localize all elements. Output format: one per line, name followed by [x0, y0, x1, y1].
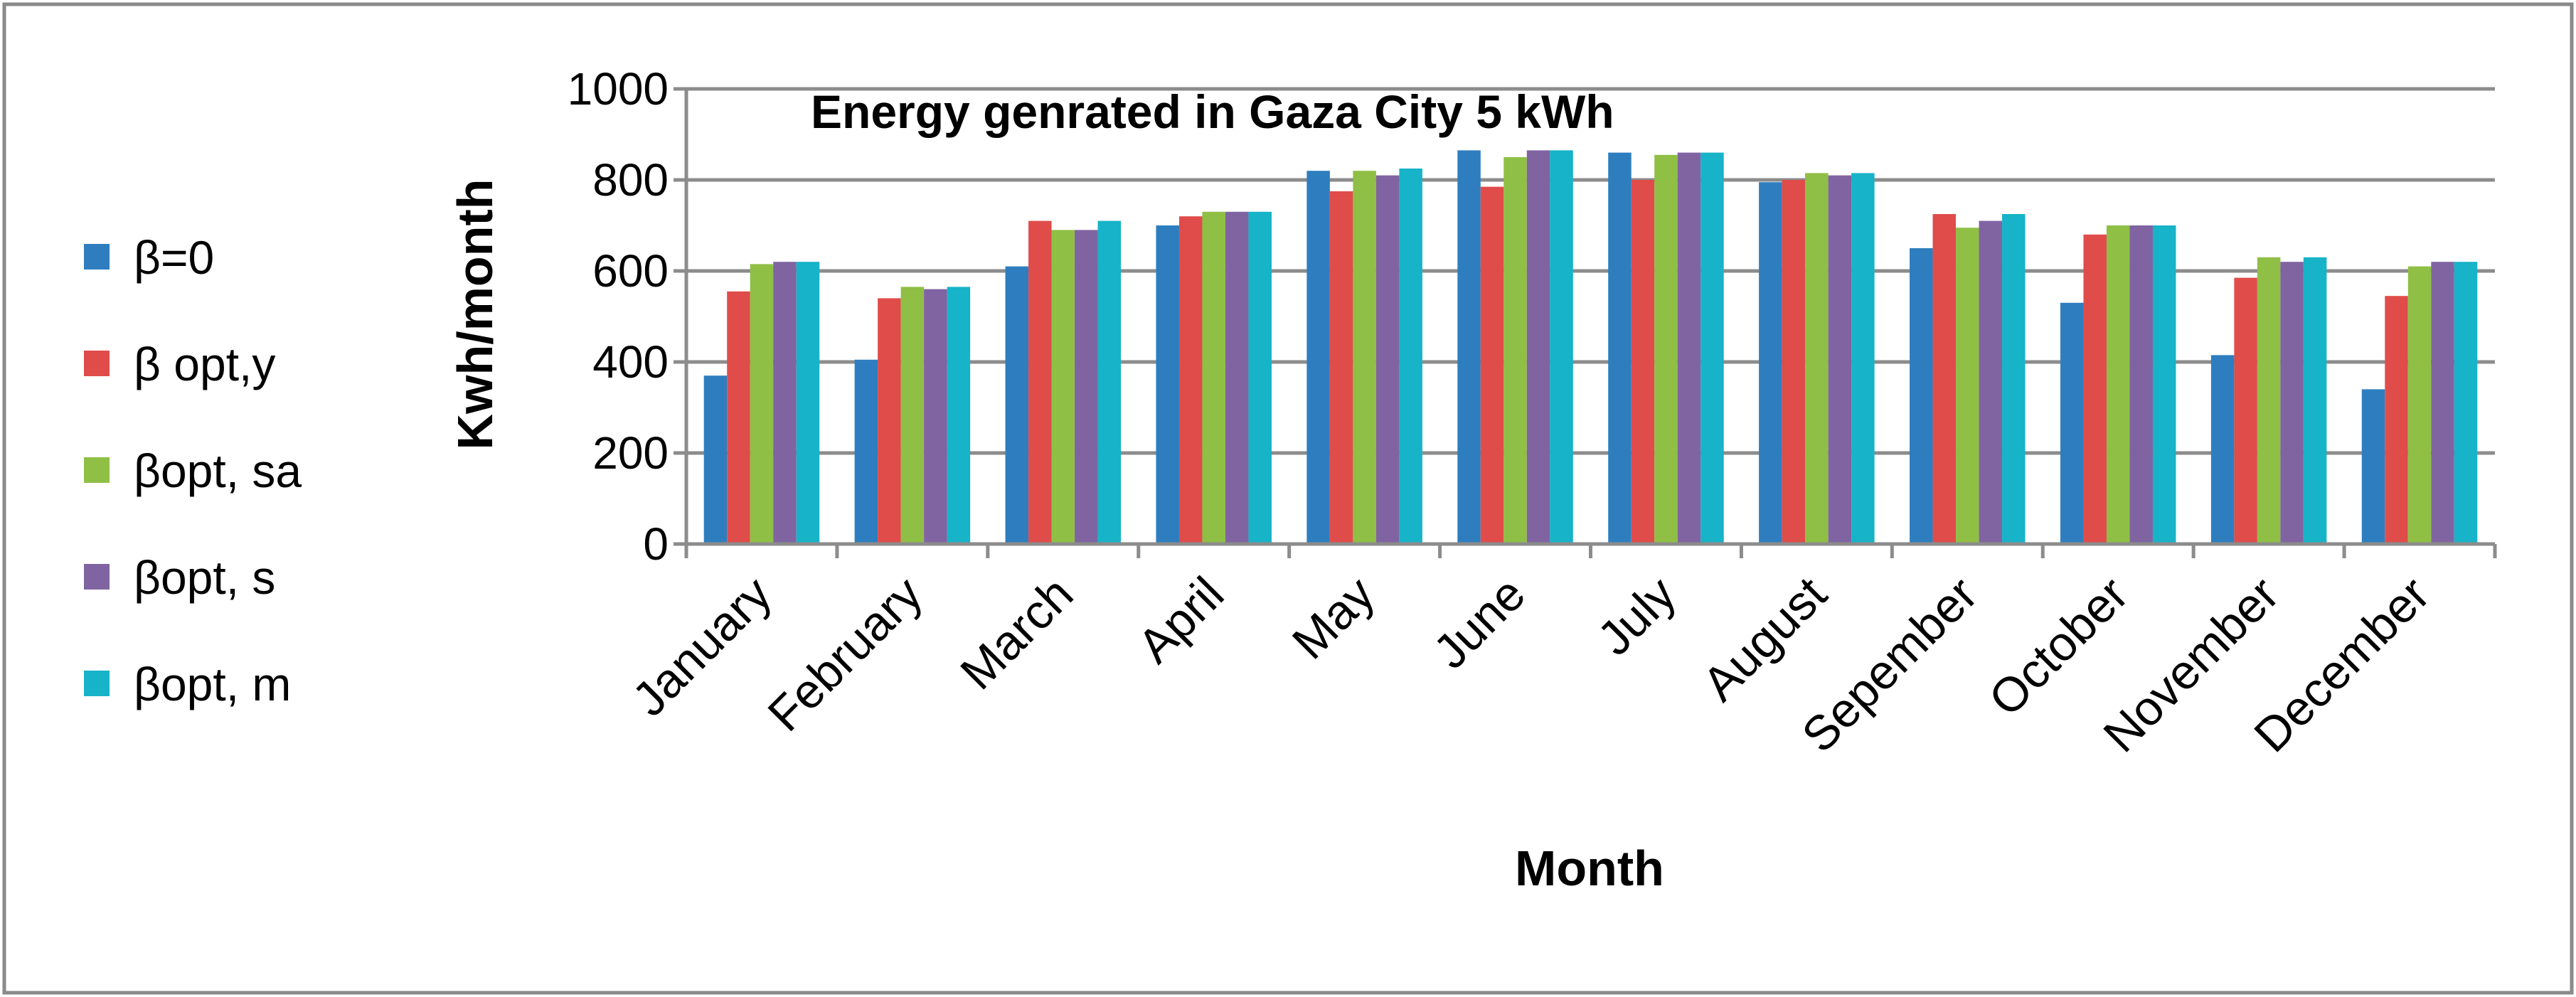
bar — [2234, 277, 2257, 544]
bar — [1028, 220, 1052, 544]
y-tick-label: 800 — [592, 154, 669, 206]
gridlines — [686, 87, 2495, 455]
bar — [750, 264, 774, 544]
bar — [1631, 180, 1655, 544]
bar — [2407, 266, 2432, 544]
bar — [773, 262, 797, 544]
legend-swatch — [84, 457, 110, 483]
bar — [2280, 262, 2304, 544]
bar — [2454, 262, 2478, 544]
bar — [1399, 169, 1422, 544]
bar — [2210, 355, 2235, 544]
legend-swatch — [84, 671, 110, 696]
bar — [1979, 220, 2003, 544]
bar — [1225, 211, 1249, 544]
bar — [1202, 211, 1225, 544]
y-tick-label: 600 — [592, 245, 669, 297]
bar — [1932, 214, 1957, 544]
bar — [1306, 171, 1330, 544]
bar — [854, 359, 878, 544]
bar — [1156, 225, 1179, 544]
bar — [2129, 225, 2153, 544]
bar — [2385, 296, 2408, 544]
bar — [2431, 262, 2454, 544]
bar — [1503, 157, 1527, 544]
bar — [947, 287, 971, 544]
bar — [1248, 211, 1272, 544]
axes — [674, 87, 2497, 558]
bar — [1375, 175, 1400, 545]
bar — [1457, 150, 1481, 544]
bar — [1759, 182, 1782, 544]
bar — [2361, 389, 2385, 544]
legend-label: βopt, s — [134, 551, 275, 604]
legend-swatch — [84, 564, 110, 590]
bar — [796, 262, 820, 544]
legend-label: βopt, sa — [134, 444, 302, 497]
bar — [1677, 152, 1701, 545]
legend-swatch — [84, 351, 110, 376]
y-axis-title: Kwh/month — [447, 178, 503, 449]
y-tick-label: 400 — [592, 336, 669, 388]
legend-label: β opt,y — [134, 338, 275, 390]
bar — [1956, 228, 1979, 544]
y-tick-label: 200 — [592, 427, 669, 479]
bar — [1097, 220, 1122, 544]
legend: β=0 β opt,y βopt, sa βopt, s βopt, m — [84, 231, 302, 710]
bar — [727, 291, 750, 544]
bar — [1910, 248, 1933, 544]
bar — [1178, 216, 1203, 544]
bar — [1608, 152, 1632, 545]
bar — [1051, 230, 1075, 544]
bar — [703, 375, 728, 544]
bar — [1654, 154, 1678, 545]
bar — [1353, 171, 1376, 544]
legend-label: β=0 — [134, 231, 214, 284]
x-axis-title: Month — [1515, 841, 1664, 896]
bar — [1526, 150, 1550, 544]
bars — [703, 150, 2478, 545]
bar — [2060, 302, 2084, 544]
bar — [2152, 225, 2176, 544]
bar — [2303, 257, 2327, 544]
bar — [2002, 214, 2026, 544]
bar — [924, 289, 947, 544]
bar — [1782, 180, 1806, 544]
bar — [878, 298, 901, 544]
bar — [2106, 225, 2130, 544]
bar — [1329, 191, 1353, 544]
bar — [2257, 257, 2281, 544]
legend-label: βopt, m — [134, 658, 291, 710]
y-tick-label: 1000 — [568, 63, 669, 114]
bar — [900, 287, 925, 544]
bar — [1851, 173, 1875, 544]
y-tick-label: 0 — [643, 518, 669, 570]
bar — [2083, 234, 2107, 544]
bar — [1550, 150, 1573, 544]
bar — [1805, 173, 1829, 544]
bar — [1005, 266, 1029, 544]
legend-swatch — [84, 244, 110, 270]
bar — [1480, 186, 1504, 544]
bar — [1828, 175, 1852, 545]
chart-title: Energy genrated in Gaza City 5 kWh — [811, 85, 1614, 138]
bar — [1075, 230, 1098, 544]
bar — [1701, 152, 1724, 545]
